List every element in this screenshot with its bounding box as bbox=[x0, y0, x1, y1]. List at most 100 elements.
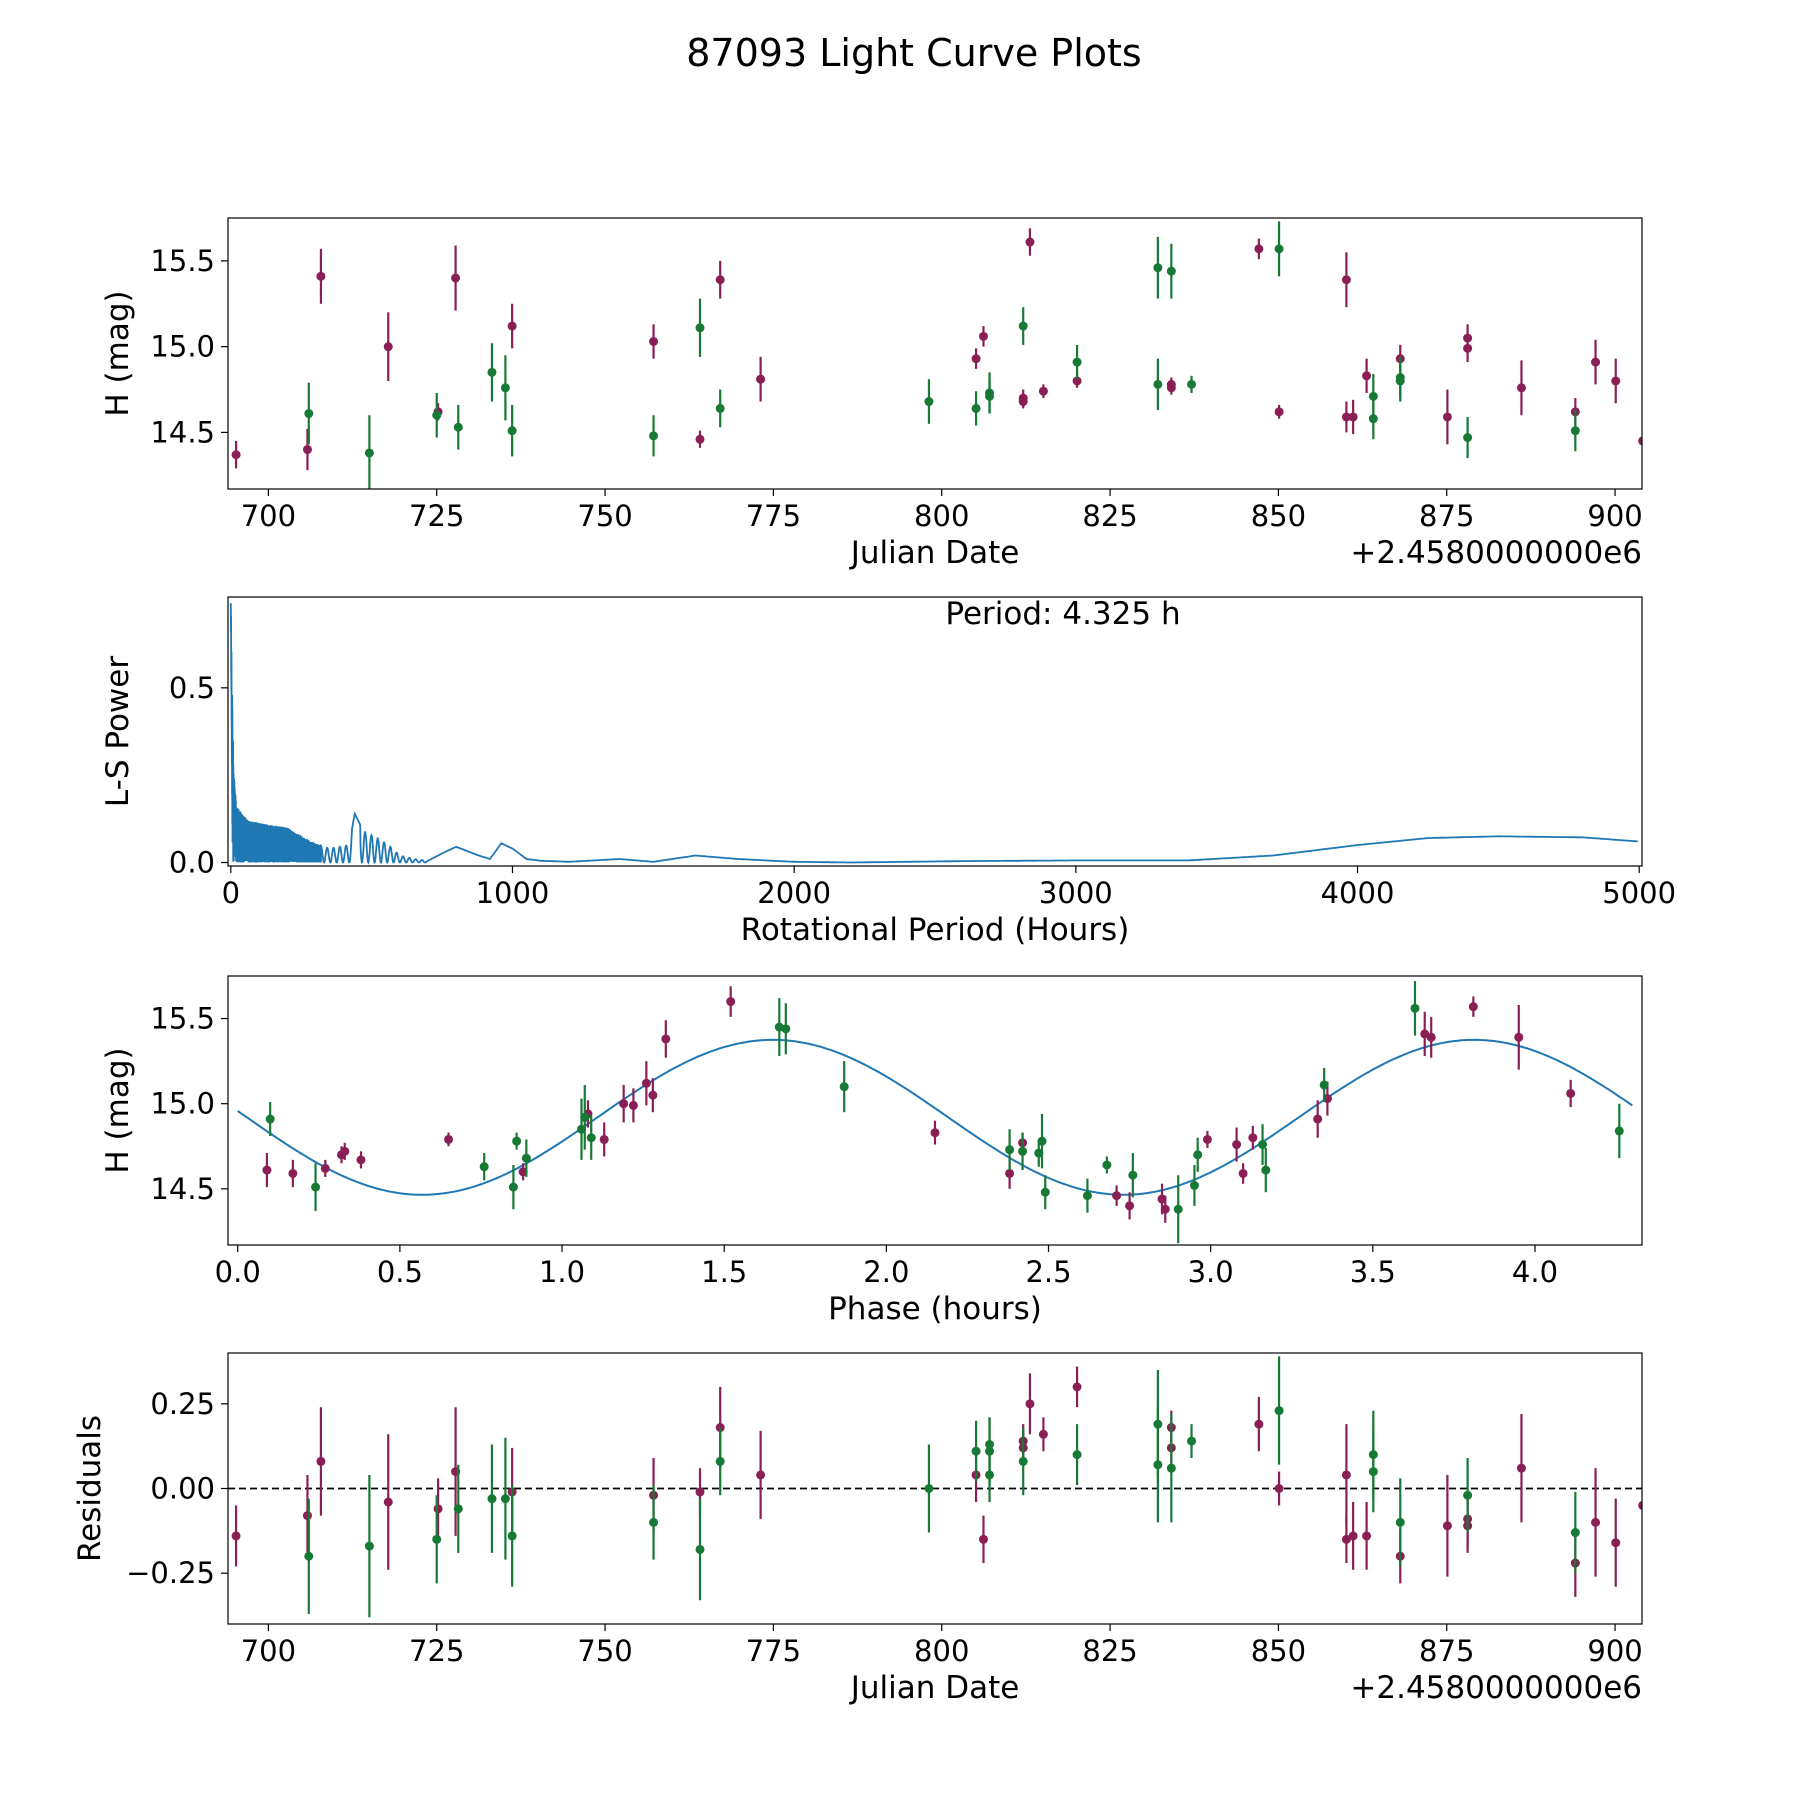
data-point bbox=[507, 321, 517, 331]
x-tick-label: 2.0 bbox=[863, 1255, 909, 1289]
data-point bbox=[628, 1100, 638, 1110]
x-tick-label: 750 bbox=[577, 1634, 632, 1668]
residuals-panel: 700 725 750 775 800 825 850 875 900 −0.25 0.00 0.25… bbox=[72, 1352, 1643, 1706]
data-point bbox=[1238, 1168, 1248, 1178]
axes-frame bbox=[227, 975, 1643, 1246]
data-point bbox=[781, 1024, 791, 1034]
data-point bbox=[1254, 1419, 1264, 1429]
data-point bbox=[453, 1504, 463, 1514]
y-tick-label: 15.5 bbox=[150, 1002, 215, 1036]
data-point bbox=[649, 431, 659, 441]
data-point bbox=[1232, 1140, 1242, 1150]
data-point bbox=[971, 403, 981, 413]
data-point bbox=[715, 403, 725, 413]
y-tick-label: 14.5 bbox=[150, 1172, 215, 1206]
x-tick-label: 900 bbox=[1587, 499, 1642, 533]
data-point bbox=[715, 275, 725, 285]
data-point bbox=[1125, 1201, 1135, 1211]
x-axis-label: Rotational Period (Hours) bbox=[741, 912, 1130, 948]
x-tick-label: 4000 bbox=[1321, 876, 1395, 910]
data-point bbox=[1410, 1003, 1420, 1013]
data-point bbox=[451, 273, 461, 283]
data-point bbox=[1037, 1136, 1047, 1146]
data-point bbox=[1570, 426, 1580, 436]
axes-frame bbox=[227, 596, 1643, 867]
data-point bbox=[265, 1114, 275, 1124]
data-point bbox=[756, 374, 766, 384]
data-point bbox=[512, 1136, 522, 1146]
y-tick-label: 15.0 bbox=[150, 330, 215, 364]
data-point bbox=[1072, 357, 1082, 367]
data-point bbox=[1463, 433, 1473, 443]
y-axis-label: H (mag) bbox=[100, 1047, 136, 1173]
series-filter-b bbox=[304, 1356, 1580, 1618]
data-point bbox=[661, 1034, 671, 1044]
x-tick-label: 875 bbox=[1419, 1634, 1474, 1668]
data-point bbox=[695, 1544, 705, 1554]
series-filter-a bbox=[231, 228, 1642, 471]
x-tick-label: 3.5 bbox=[1350, 1255, 1396, 1289]
data-point bbox=[1348, 1531, 1358, 1541]
data-point bbox=[1638, 1500, 1642, 1510]
x-tick-label: 775 bbox=[746, 499, 801, 533]
data-point bbox=[580, 1112, 590, 1122]
period-annotation: Period: 4.325 h bbox=[945, 596, 1180, 632]
series-filter-a bbox=[262, 986, 1576, 1223]
data-point bbox=[930, 1128, 940, 1138]
data-point bbox=[1072, 376, 1082, 386]
data-point bbox=[1348, 412, 1358, 422]
data-point bbox=[1072, 1382, 1082, 1392]
x-tick-label: 750 bbox=[577, 499, 632, 533]
data-point bbox=[1166, 266, 1176, 276]
x-axis-label: Julian Date bbox=[849, 1670, 1020, 1706]
data-point bbox=[1362, 371, 1372, 381]
data-point bbox=[1160, 1204, 1170, 1214]
data-point bbox=[1516, 383, 1526, 393]
data-point bbox=[1341, 412, 1351, 422]
data-point bbox=[1591, 1517, 1601, 1527]
x-tick-label: 5000 bbox=[1602, 876, 1676, 910]
data-point bbox=[1516, 1463, 1526, 1473]
data-point bbox=[978, 1534, 988, 1544]
x-axis-label: Julian Date bbox=[849, 535, 1020, 571]
data-point bbox=[1638, 436, 1642, 446]
data-point bbox=[383, 342, 393, 352]
data-point bbox=[433, 1504, 443, 1514]
x-tick-label: 775 bbox=[746, 1634, 801, 1668]
data-point bbox=[316, 1456, 326, 1466]
data-point bbox=[1153, 263, 1163, 273]
data-point bbox=[1112, 1191, 1122, 1201]
y-axis-label: L-S Power bbox=[100, 656, 136, 807]
x-tick-label: 850 bbox=[1251, 1634, 1306, 1668]
data-point bbox=[1468, 1002, 1478, 1012]
data-point bbox=[1313, 1114, 1323, 1124]
data-point bbox=[507, 1531, 517, 1541]
data-point bbox=[1072, 1450, 1082, 1460]
data-point bbox=[1611, 376, 1621, 386]
data-point bbox=[1025, 237, 1035, 247]
data-point bbox=[1248, 1133, 1258, 1143]
data-point bbox=[1166, 1463, 1176, 1473]
data-point bbox=[231, 1531, 241, 1541]
data-point bbox=[839, 1082, 849, 1092]
data-point bbox=[231, 450, 241, 460]
data-point bbox=[1173, 1204, 1183, 1214]
data-point bbox=[1005, 1168, 1015, 1178]
x-tick-label: 3000 bbox=[1039, 876, 1113, 910]
data-point bbox=[1189, 1180, 1199, 1190]
y-tick-label: 15.5 bbox=[150, 244, 215, 278]
x-tick-label: 725 bbox=[409, 499, 464, 533]
data-point bbox=[1018, 1456, 1028, 1466]
data-point bbox=[1005, 1145, 1015, 1155]
x-tick-label: 1.5 bbox=[701, 1255, 747, 1289]
phased-panel: 0.0 0.5 1.0 1.5 2.0 2.5 3.0 3.5 4.0 14.5 15.0 15.5 P… bbox=[100, 975, 1643, 1327]
data-point bbox=[726, 997, 736, 1007]
data-point bbox=[1368, 391, 1378, 401]
data-point bbox=[1166, 383, 1176, 393]
x-tick-label: 0.5 bbox=[377, 1255, 423, 1289]
data-point bbox=[316, 271, 326, 281]
data-point bbox=[1426, 1032, 1436, 1042]
data-point bbox=[695, 323, 705, 333]
figure-title: 87093 Light Curve Plots bbox=[686, 31, 1141, 75]
